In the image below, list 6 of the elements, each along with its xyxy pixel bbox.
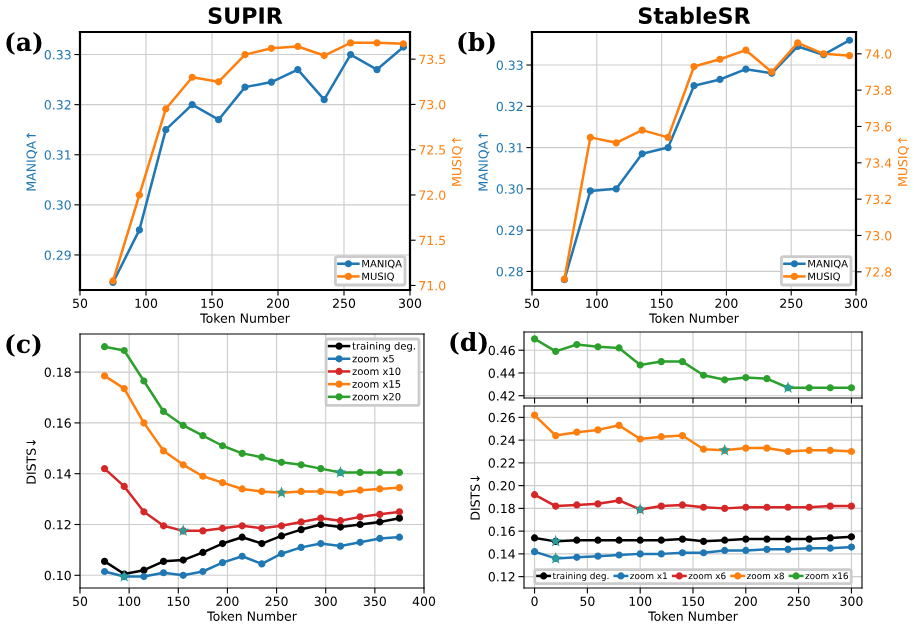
text: (d) — [450, 331, 487, 355]
text: (c) — [6, 333, 41, 357]
chart-title: StableSR — [638, 6, 751, 24]
text: (b) — [458, 31, 495, 55]
chart-title: SUPIR — [208, 7, 283, 24]
text: (a) — [6, 31, 42, 55]
